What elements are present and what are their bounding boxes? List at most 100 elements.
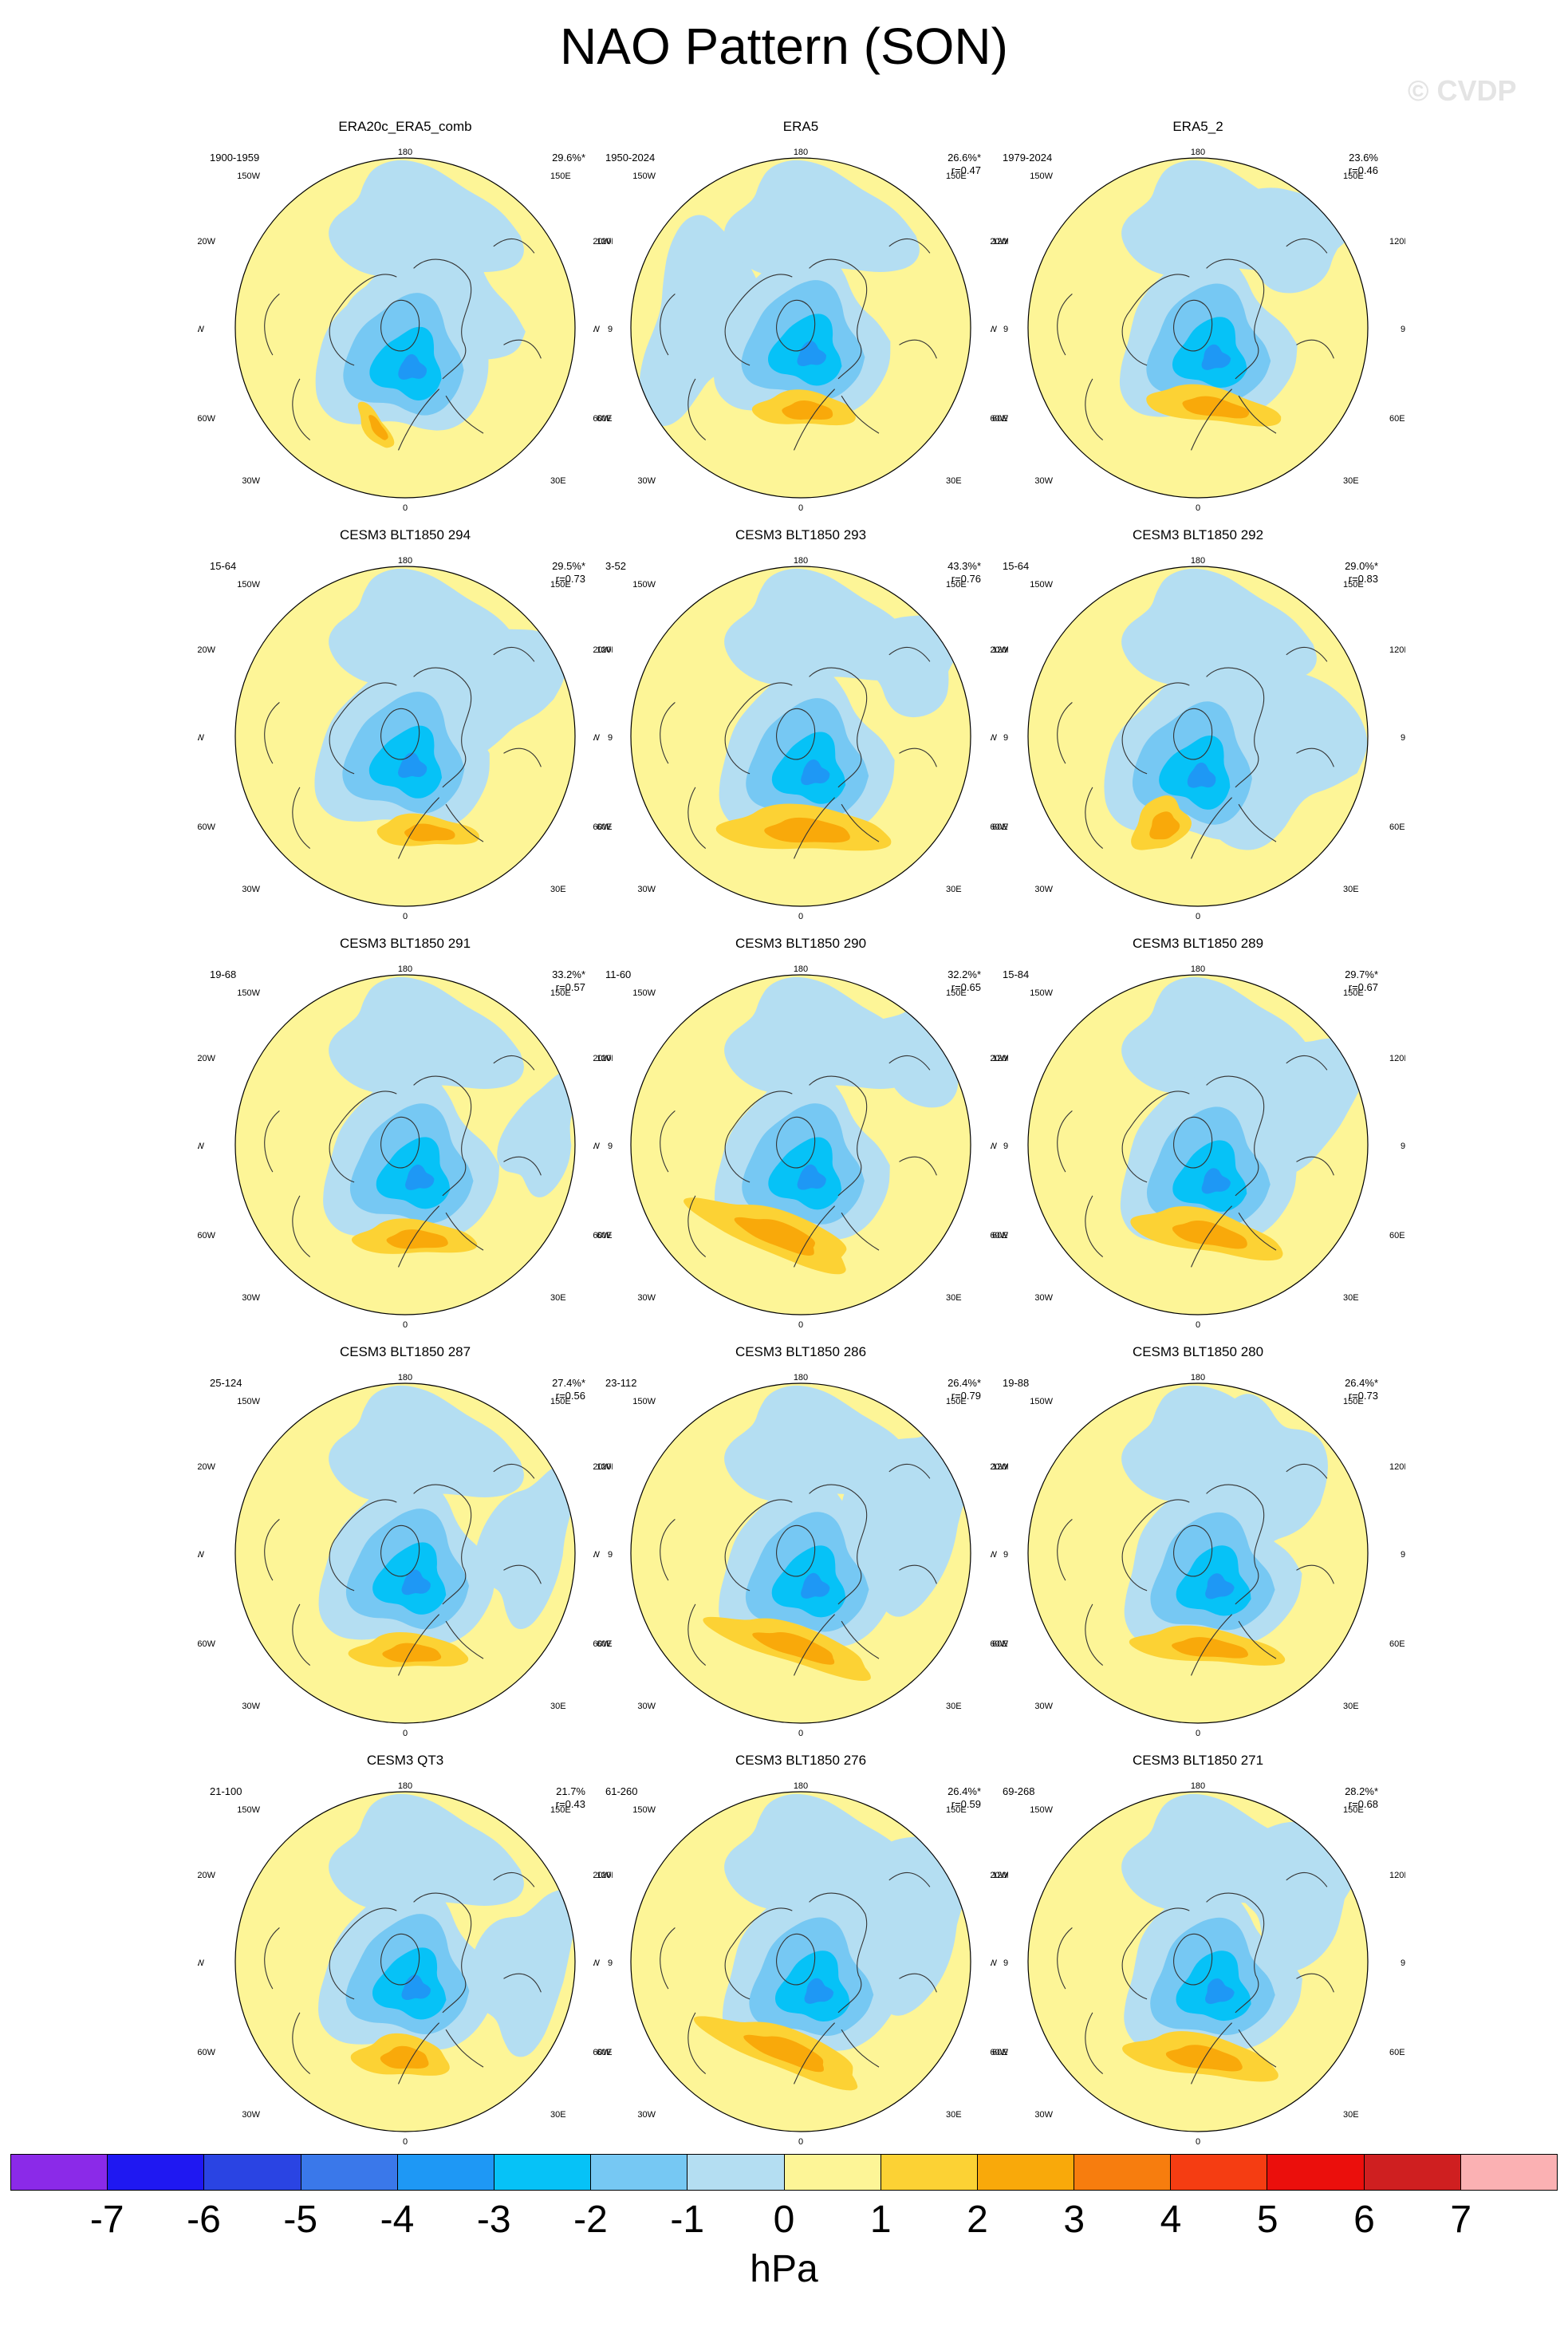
panel-period: 21-100 [210,1785,242,1797]
coastline [1173,1933,1213,1986]
coastline [329,1091,397,1183]
coastline [1286,239,1334,359]
coastline [1190,2022,1277,2085]
weak-negative-region [1121,160,1317,278]
coastline [793,1205,880,1268]
longitude-label: 30E [550,1293,566,1303]
longitude-label: 90E [1401,1958,1405,1968]
coastline [724,1907,793,2000]
longitude-label: 90E [608,1958,613,1968]
map-panel: ERA5_2 1979-2024 23.6%r=0.46 180 150W 150E 120… [991,118,1405,533]
panel-period: 15-64 [210,560,237,572]
coastline [660,293,707,441]
map-panel: CESM3 BLT1850 276 61-260 26.4%* r=0.59 180 15… [593,1752,1008,2167]
longitude-label: 0 [798,503,803,513]
weak-negative-region [329,1793,524,1911]
longitude-label: 120E [597,237,613,247]
colorbar-tick-label: -3 [476,2199,511,2241]
coastline [1057,701,1104,850]
coastline [264,293,311,441]
panel-title: CESM3 BLT1850 292 [1132,527,1264,542]
polar-map: 180150W150E120W120E90W90E60W60E30W30E0 [593,556,1008,921]
longitude-label: 90W [991,325,998,334]
map-panel: CESM3 BLT1850 287 25-124 27.4%* r=0.56 180 15… [198,1343,613,1758]
panel-title: ERA5 [782,119,819,134]
longitude-label: 150E [946,1805,967,1815]
map-panel: CESM3 BLT1850 292 15-64 29.0%* r=0.83 180 150… [991,527,1405,941]
panel-pattern-correlation: r=0.59 [951,1798,981,1810]
colorbar-segment [784,2155,881,2190]
colorbar-tick-label: 3 [1063,2199,1085,2241]
longitude-label: 30E [1343,885,1359,894]
panel-variance: 43.3%* [947,560,981,572]
weak-negative-region [724,1793,920,1911]
longitude-label: 30E [1343,1293,1359,1303]
coastline [329,1907,397,2000]
weak-negative-region [724,160,920,278]
longitude-label: 150E [550,988,571,998]
map-border [630,157,971,499]
longitude-label: 60W [991,2048,1009,2057]
positive-anomaly-core [368,415,388,440]
panel-period: 19-88 [1003,1377,1030,1389]
longitude-label: 30W [1034,885,1053,894]
negative-anomaly-core [801,759,830,786]
panel-period: 19-68 [210,968,237,980]
panel-title: CESM3 BLT1850 280 [1132,1344,1264,1359]
polar-map: 180150W150E120W120E90W90E60W60E30W30E0 [991,556,1405,921]
panel-period: 11-60 [605,968,632,980]
coastline [809,667,868,788]
colorbar-unit-label: hPa [750,2248,818,2290]
colorbar-tick-label: -2 [573,2199,608,2241]
panel-period: 1900-1959 [210,152,260,164]
panel-title: CESM3 BLT1850 271 [1132,1753,1264,1768]
panel-title: CESM3 BLT1850 294 [339,527,471,542]
positive-anomaly-core [1172,1637,1249,1659]
longitude-label: 180 [1191,556,1205,566]
coastline [1190,389,1277,451]
longitude-label: 0 [798,2137,803,2147]
longitude-label: 120E [597,1462,613,1472]
panel-title: CESM3 BLT1850 290 [735,936,867,951]
weak-negative-region [1121,1385,1317,1503]
longitude-label: 60W [991,414,1009,424]
panel-period: 3-52 [605,560,627,572]
longitude-label: 60W [593,2048,612,2057]
colorbar-tick-label: 5 [1256,2199,1278,2241]
coastline [1121,274,1190,366]
colorbar-segment [1364,2155,1461,2190]
colorbar-tick-label: 2 [967,2199,988,2241]
longitude-label: 60W [198,1639,216,1649]
map-panel: CESM3 BLT1850 280 19-88 26.4%* r=0.73 180 150… [991,1343,1405,1758]
panel-title: CESM3 BLT1850 287 [339,1344,471,1359]
panel-pattern-correlation: r=0.47 [951,164,981,176]
panel-period: 15-84 [1003,968,1030,980]
map-border [630,566,971,907]
negative-anomaly-core [801,1572,830,1599]
longitude-label: 0 [403,1320,408,1330]
panel-variance: 32.2%* [947,968,981,980]
longitude-label: 150W [632,988,656,998]
negative-anomaly-core [401,1974,431,2000]
map-border [630,1382,971,1724]
polar-map: 180150W150E120W120E90W90E60W60E30W30E0 [593,1781,1008,2147]
longitude-label: 0 [1196,912,1200,921]
coastline [1121,1907,1190,2000]
longitude-label: 30E [550,885,566,894]
panel-title: CESM3 BLT1850 286 [735,1344,867,1359]
longitude-label: 90E [608,1142,613,1151]
longitude-label: 30W [1034,2110,1053,2120]
weak-negative-region [1121,568,1317,686]
panel-pattern-correlation: r=0.65 [951,981,981,993]
longitude-label: 90E [1003,1958,1008,1968]
longitude-label: 60W [991,1639,1009,1649]
coastline [724,274,793,366]
longitude-label: 120E [1389,645,1405,655]
longitude-label: 150E [550,172,571,181]
panel-period: 69-268 [1003,1785,1035,1797]
positive-anomaly-core [743,2034,824,2073]
panel-variance: 21.7% [556,1785,585,1797]
coastline [264,1110,311,1258]
